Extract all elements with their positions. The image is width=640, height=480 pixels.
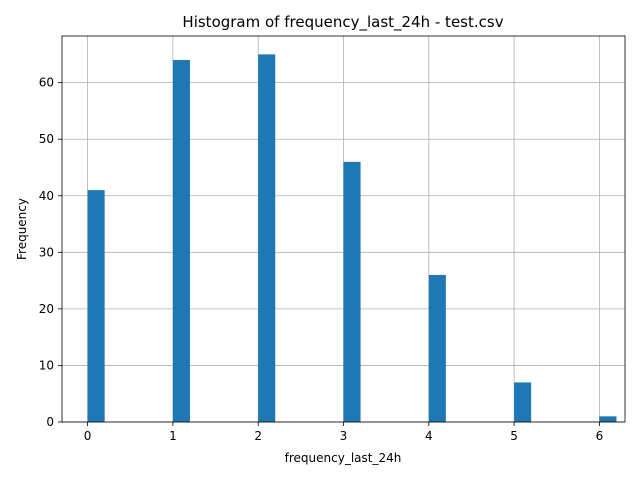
histogram-bar xyxy=(87,190,105,422)
x-tick-label: 3 xyxy=(340,429,348,443)
histogram-bar xyxy=(343,161,361,423)
histogram-bar xyxy=(514,382,532,422)
histogram-bar xyxy=(599,416,617,422)
chart-title: Histogram of frequency_last_24h - test.c… xyxy=(182,13,503,32)
x-tick-label: 6 xyxy=(596,429,604,443)
y-tick-label: 30 xyxy=(39,245,54,259)
y-tick-label: 50 xyxy=(39,132,54,146)
y-axis-ticks: 0 10 20 30 40 50 60 xyxy=(39,76,62,429)
x-tick-label: 2 xyxy=(254,429,262,443)
grid xyxy=(62,36,625,423)
y-tick-label: 10 xyxy=(39,358,54,372)
y-tick-label: 60 xyxy=(39,76,54,90)
histogram-bar xyxy=(172,60,190,423)
x-axis-ticks: 0 1 2 3 4 5 6 xyxy=(84,422,603,443)
x-axis-label: frequency_last_24h xyxy=(285,451,402,465)
y-tick-label: 0 xyxy=(46,415,54,429)
y-tick-label: 20 xyxy=(39,302,54,316)
x-tick-label: 1 xyxy=(169,429,177,443)
y-tick-label: 40 xyxy=(39,189,54,203)
histogram-bar xyxy=(258,54,276,422)
bars xyxy=(87,54,617,423)
x-tick-label: 4 xyxy=(425,429,433,443)
x-tick-label: 0 xyxy=(84,429,92,443)
histogram-bar xyxy=(428,274,446,422)
x-tick-label: 5 xyxy=(510,429,518,443)
y-axis-label: Frequency xyxy=(15,198,29,260)
